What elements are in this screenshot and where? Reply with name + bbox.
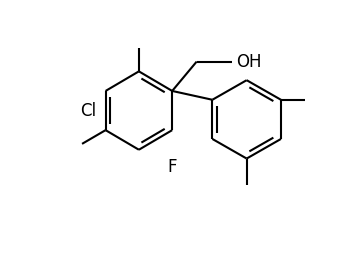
Text: F: F (167, 158, 177, 176)
Text: OH: OH (236, 53, 261, 71)
Text: Cl: Cl (79, 102, 96, 119)
